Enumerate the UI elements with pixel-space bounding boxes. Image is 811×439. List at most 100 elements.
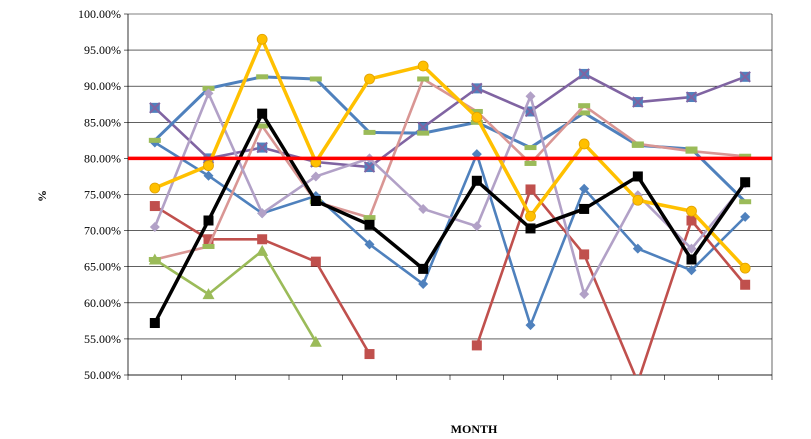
data-point [309,76,322,82]
data-point [364,73,375,85]
data-point [740,177,751,188]
y-tick-label: 70.00% [84,224,121,238]
data-point [256,33,268,45]
y-tick-label: 90.00% [84,79,121,93]
data-point [686,254,697,265]
data-point [739,262,751,274]
data-point [632,194,644,206]
data-point [256,74,269,80]
data-point [471,340,482,351]
y-tick-label: 55.00% [84,332,121,346]
series-group [128,33,772,387]
data-point [739,153,752,159]
data-point [471,175,482,186]
data-point [202,288,215,300]
data-point [203,215,214,226]
x-axis-title: MONTH [451,422,498,436]
y-axis-title: % [35,190,49,202]
series-line [154,77,746,261]
series-3 [148,244,322,347]
data-point [686,215,697,226]
data-point [202,243,215,249]
series-line [153,92,747,296]
data-point [203,170,214,181]
data-point [524,160,537,166]
y-tick-label: 60.00% [84,296,121,310]
data-point [417,130,430,136]
data-point-cross [739,71,751,83]
y-tick-label: 85.00% [84,115,121,129]
data-point [471,221,482,232]
series-1 [149,137,751,331]
series-line [154,141,747,327]
data-point [363,215,376,221]
data-point [578,138,590,150]
data-point [203,160,214,172]
data-point [418,263,429,274]
data-point [364,219,375,230]
data-point [256,244,269,256]
data-point [471,111,483,123]
data-point [257,234,268,245]
data-point [257,208,268,219]
data-point [309,335,322,347]
series-line [475,188,747,375]
series-9 [149,108,751,329]
data-point [149,318,160,329]
data-point [632,171,643,182]
data-point [149,182,161,194]
data-point-cross [685,91,698,103]
data-point [364,239,375,250]
y-tick-label: 50.00% [84,368,121,382]
data-point [203,88,214,99]
data-point [685,148,698,154]
series-8 [149,33,751,274]
data-point [471,149,482,160]
data-point [686,265,697,276]
data-point [364,349,375,360]
data-point [202,85,215,91]
data-point [578,103,591,109]
series-2 [149,184,751,387]
data-point [149,201,160,212]
data-point [740,279,751,290]
data-point [686,205,697,217]
data-point [257,108,268,119]
y-tick-label: 80.00% [84,151,121,165]
data-point [256,123,269,129]
data-point [203,234,214,245]
data-point [578,110,591,116]
data-point [633,377,643,387]
data-point [579,203,590,214]
data-point [418,203,429,214]
data-point [525,184,536,195]
data-point [310,171,321,182]
data-point [310,195,321,206]
data-point-cross [632,96,644,108]
data-point-cross [149,102,161,114]
data-point [148,256,161,262]
y-tick-label: 65.00% [84,260,121,274]
y-tick-labels: 50.00% 55.00% 60.00% 65.00% 70.00% 75.00% 80.0… [78,7,121,382]
data-point [524,145,537,151]
series-line [154,37,747,270]
data-point-cross [578,68,590,80]
data-point [686,243,697,254]
data-point-cross [363,161,376,173]
data-point [740,211,751,222]
data-point [148,137,161,143]
x-tick-marks [127,375,773,380]
y-tick-label: 75.00% [84,188,121,202]
data-point [418,279,429,290]
series-line [154,249,317,343]
data-point [579,289,590,300]
series-6 [148,76,752,262]
data-point [525,223,536,234]
data-point [417,76,430,82]
series-line [153,111,747,324]
data-point [525,320,536,331]
data-point [470,108,483,114]
data-point [310,256,321,267]
data-point [579,249,590,260]
